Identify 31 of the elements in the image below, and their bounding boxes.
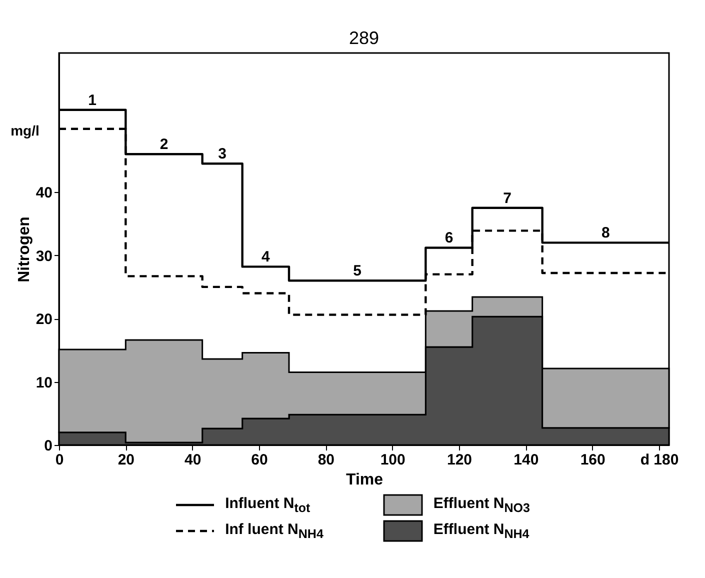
x-tick-label: 100 [380, 452, 406, 468]
x-tick-label: 0 [55, 452, 64, 468]
x-tick-label: d 180 [640, 452, 679, 468]
annotation: 4 [261, 248, 270, 266]
x-tick-label: 160 [580, 452, 606, 468]
legend-label: Influent N$_{tot}$ [225, 495, 310, 515]
annotation: 3 [218, 146, 227, 163]
y-tick-label: 20 [36, 311, 52, 328]
annotation: 6 [444, 230, 454, 247]
text: mg/l [10, 122, 40, 138]
y-axis-title: Nitrogen [16, 216, 33, 282]
x-tick-label: 80 [318, 452, 335, 468]
annotation: 7 [503, 190, 512, 207]
annotation: 2 [160, 136, 168, 154]
legend-label: Effluent N$_{NH4}$ [433, 521, 530, 541]
x-tick-label: 120 [446, 452, 472, 468]
text: 289 [348, 28, 380, 48]
y-tick-label: 10 [36, 374, 52, 392]
y-tick-label: 0 [44, 438, 52, 454]
x-tick-label: 140 [514, 452, 539, 468]
y-tick-label: 40 [36, 184, 52, 202]
annotation: 1 [88, 92, 97, 109]
legend-label: Inf luent N$_{NH4}$ [225, 521, 324, 541]
x-tick-label: 60 [251, 452, 268, 468]
x-axis-title: Time [346, 472, 384, 488]
legend-label: Effluent N$_{NO3}$ [433, 495, 530, 515]
x-tick-label: 40 [184, 452, 202, 468]
y-tick-label: 30 [36, 248, 52, 265]
annotation: 5 [353, 262, 362, 280]
annotation: 8 [601, 224, 610, 242]
x-tick-label: 20 [118, 452, 135, 468]
